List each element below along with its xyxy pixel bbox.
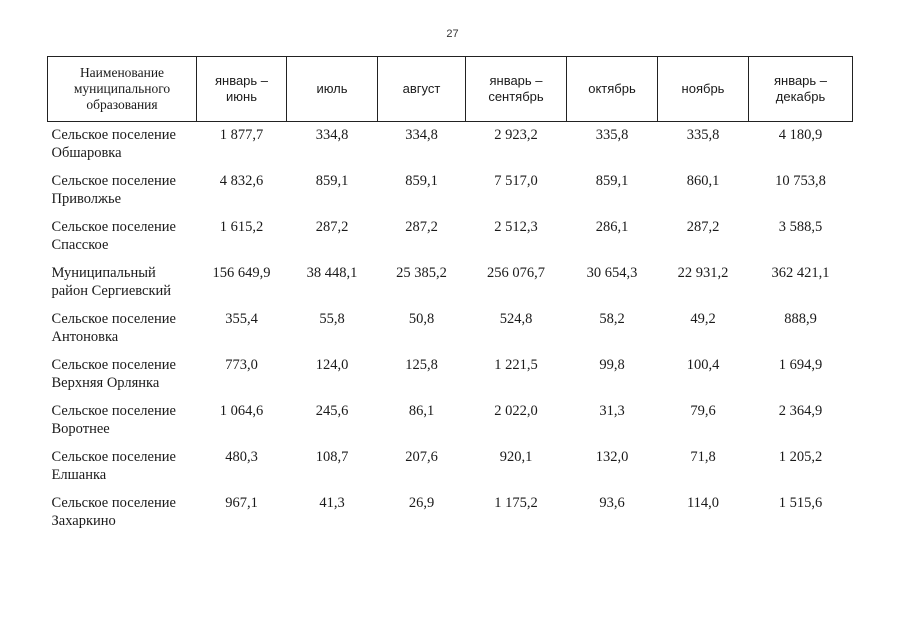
cell-jul: 334,8 <box>315 127 349 143</box>
cell-jul: 41,3 <box>319 495 345 511</box>
column-header-jan-sep: январь – сентябрь <box>465 56 567 122</box>
column-header-name: Наименование муниципального образования <box>47 56 197 122</box>
cell-jan-dec: 2 364,9 <box>778 403 823 419</box>
row-name: Сельское поселение Приволжье <box>51 173 176 207</box>
row-name: Сельское поселение Захаркино <box>51 495 176 529</box>
table-row: Сельское поселение Обшаровка 1 877,7 334… <box>48 122 853 173</box>
table-row: Сельское поселение Приволжье 4 832,6 859… <box>48 172 853 218</box>
table-row: Сельское поселение Воротнее 1 064,6 245,… <box>48 402 853 448</box>
cell-aug: 859,1 <box>405 173 438 189</box>
table-header: Наименование муниципального образования … <box>47 56 853 122</box>
cell-nov: 287,2 <box>686 219 720 235</box>
cell-jan-jun: 355,4 <box>225 311 258 327</box>
cell-jan-jun: 1 064,6 <box>219 403 264 419</box>
table-row: Сельское поселение Спасское 1 615,2 287,… <box>48 218 853 264</box>
cell-jan-sep: 920,1 <box>499 449 533 465</box>
cell-jul: 108,7 <box>315 449 349 465</box>
row-name: Сельское поселение Елшанка <box>51 449 176 483</box>
data-table: Наименование муниципального образования … <box>47 56 853 540</box>
cell-aug: 50,8 <box>408 311 435 327</box>
table-row: Сельское поселение Антоновка 355,4 55,8 … <box>48 310 853 356</box>
cell-jan-sep: 7 517,0 <box>494 173 538 189</box>
cell-jan-dec: 1 694,9 <box>778 357 823 373</box>
cell-oct: 31,3 <box>599 403 625 419</box>
cell-jan-sep: 2 512,3 <box>494 219 538 235</box>
cell-nov: 114,0 <box>686 495 720 511</box>
column-header-jul: июль <box>286 56 378 122</box>
cell-jan-sep: 2 923,2 <box>494 127 538 143</box>
cell-jan-jun: 4 832,6 <box>219 173 264 189</box>
cell-nov: 335,8 <box>686 127 720 143</box>
cell-jul: 287,2 <box>315 219 349 235</box>
cell-jan-jun: 967,1 <box>225 495 258 511</box>
row-name: Сельское поселение Обшаровка <box>51 127 176 161</box>
cell-jul: 124,0 <box>315 357 349 373</box>
cell-jan-dec: 1 205,2 <box>778 449 823 465</box>
cell-jul: 55,8 <box>319 311 345 327</box>
cell-jan-jun: 1 615,2 <box>219 219 264 235</box>
cell-nov: 100,4 <box>686 357 720 373</box>
cell-jan-sep: 1 221,5 <box>494 357 538 373</box>
table-row: Муниципальный район Сергиевский 156 649,… <box>48 264 853 310</box>
row-name: Сельское поселение Верхняя Орлянка <box>51 357 176 391</box>
cell-jul: 859,1 <box>315 173 349 189</box>
cell-oct: 859,1 <box>595 173 629 189</box>
row-name: Сельское поселение Воротнее <box>51 403 176 437</box>
cell-oct: 286,1 <box>595 219 629 235</box>
cell-aug: 287,2 <box>405 219 438 235</box>
table-row: Сельское поселение Верхняя Орлянка 773,0… <box>48 356 853 402</box>
column-header-jan-jun: январь – июнь <box>196 56 287 122</box>
row-name: Муниципальный район Сергиевский <box>51 265 172 299</box>
table-row: Сельское поселение Захаркино 967,1 41,3 … <box>48 494 853 540</box>
cell-nov: 22 931,2 <box>677 265 729 281</box>
cell-jan-jun: 480,3 <box>225 449 258 465</box>
cell-nov: 49,2 <box>690 311 716 327</box>
cell-jan-sep: 2 022,0 <box>494 403 538 419</box>
cell-aug: 207,6 <box>405 449 438 465</box>
cell-aug: 26,9 <box>408 495 435 511</box>
page-number: 27 <box>446 28 459 40</box>
cell-oct: 30 654,3 <box>586 265 638 281</box>
cell-jan-dec: 362 421,1 <box>771 265 830 281</box>
cell-jan-sep: 524,8 <box>499 311 533 327</box>
cell-oct: 335,8 <box>595 127 629 143</box>
cell-oct: 99,8 <box>599 357 625 373</box>
column-header-oct: октябрь <box>566 56 658 122</box>
header-row: Наименование муниципального образования … <box>47 56 853 122</box>
cell-jan-sep: 256 076,7 <box>487 265 545 281</box>
cell-jan-jun: 773,0 <box>225 357 258 373</box>
row-name: Сельское поселение Спасское <box>51 219 176 253</box>
cell-jan-dec: 1 515,6 <box>778 495 823 511</box>
cell-jan-dec: 10 753,8 <box>775 173 826 189</box>
cell-oct: 132,0 <box>595 449 629 465</box>
cell-jan-dec: 3 588,5 <box>778 219 823 235</box>
cell-jan-dec: 4 180,9 <box>778 127 823 143</box>
cell-jan-dec: 888,9 <box>784 311 817 327</box>
cell-jan-sep: 1 175,2 <box>494 495 538 511</box>
cell-aug: 25 385,2 <box>396 265 447 281</box>
cell-nov: 860,1 <box>686 173 720 189</box>
cell-jul: 38 448,1 <box>306 265 358 281</box>
column-header-aug: август <box>377 56 466 122</box>
column-header-jan-dec: январь – декабрь <box>748 56 853 122</box>
table-row: Сельское поселение Елшанка 480,3 108,7 2… <box>48 448 853 494</box>
cell-aug: 86,1 <box>408 403 435 419</box>
cell-jan-jun: 1 877,7 <box>219 127 264 143</box>
cell-nov: 71,8 <box>690 449 716 465</box>
cell-jan-jun: 156 649,9 <box>212 265 271 281</box>
cell-aug: 125,8 <box>405 357 438 373</box>
cell-oct: 93,6 <box>599 495 625 511</box>
table-body: Сельское поселение Обшаровка 1 877,7 334… <box>48 122 853 541</box>
column-header-nov: ноябрь <box>657 56 749 122</box>
cell-aug: 334,8 <box>405 127 438 143</box>
cell-jul: 245,6 <box>315 403 349 419</box>
cell-oct: 58,2 <box>599 311 625 327</box>
cell-nov: 79,6 <box>690 403 716 419</box>
row-name: Сельское поселение Антоновка <box>51 311 176 345</box>
